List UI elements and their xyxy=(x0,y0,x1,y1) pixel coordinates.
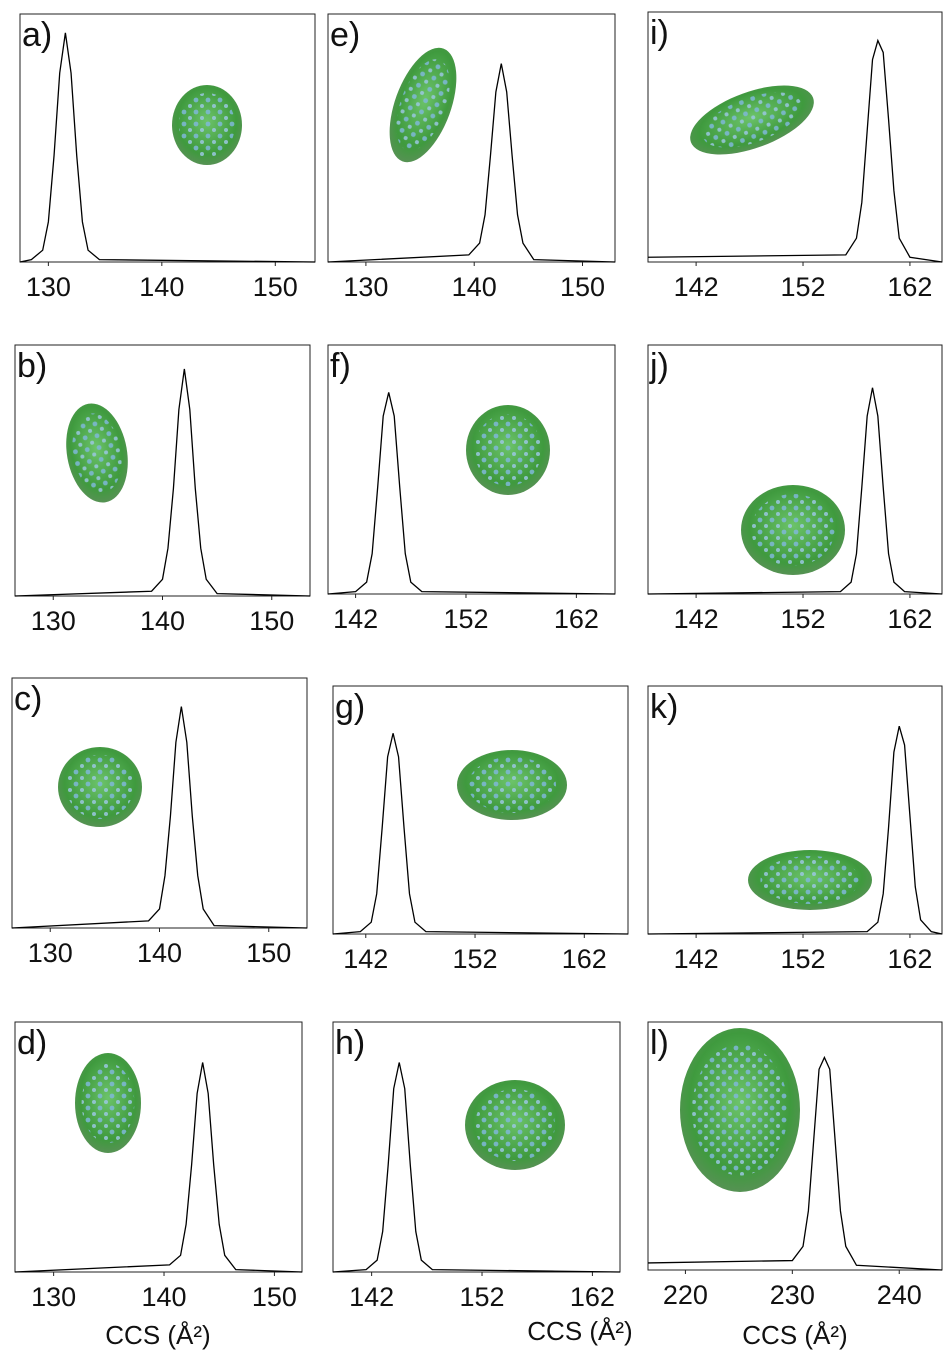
x-tick-label: 142 xyxy=(674,604,719,634)
panel-label: e) xyxy=(330,16,360,54)
x-tick-label: 152 xyxy=(459,1282,504,1312)
x-tick-label: 142 xyxy=(343,944,388,974)
x-axis-label: CCS (Å²) xyxy=(527,1316,632,1346)
panel-frame xyxy=(15,345,310,596)
x-tick-label: 162 xyxy=(570,1282,615,1312)
x-tick-label: 150 xyxy=(252,1282,297,1312)
panel-label: b) xyxy=(17,347,47,385)
molecule-atoms xyxy=(692,1044,788,1175)
x-tick-label: 150 xyxy=(249,606,294,636)
panel-label: g) xyxy=(335,688,365,726)
panel-label: c) xyxy=(14,680,42,718)
x-tick-label: 140 xyxy=(140,606,185,636)
x-tick-label: 162 xyxy=(887,604,932,634)
panel-frame xyxy=(15,1022,302,1272)
panel-label: l) xyxy=(650,1024,669,1062)
molecule-atoms xyxy=(179,93,235,157)
panel-label: h) xyxy=(335,1024,365,1062)
x-tick-label: 152 xyxy=(453,944,498,974)
x-axis-label: CCS (Å²) xyxy=(742,1320,847,1350)
panel-label: k) xyxy=(650,688,678,726)
x-tick-label: 140 xyxy=(141,1282,186,1312)
x-tick-label: 130 xyxy=(343,272,388,302)
panel-label: a) xyxy=(22,16,52,54)
x-tick-label: 240 xyxy=(877,1280,922,1310)
molecule-atoms xyxy=(82,1063,135,1143)
molecule-atoms xyxy=(474,414,541,486)
x-tick-label: 140 xyxy=(139,272,184,302)
x-tick-label: 150 xyxy=(246,938,291,968)
x-tick-label: 162 xyxy=(887,272,932,302)
x-tick-label: 142 xyxy=(674,272,719,302)
panel-frame xyxy=(20,14,315,262)
x-tick-label: 150 xyxy=(560,272,605,302)
x-tick-label: 130 xyxy=(31,1282,76,1312)
panel-label: j) xyxy=(649,347,669,385)
molecule-atoms xyxy=(751,494,834,566)
x-tick-label: 150 xyxy=(253,272,298,302)
x-tick-label: 142 xyxy=(674,944,719,974)
x-tick-label: 142 xyxy=(333,604,378,634)
x-tick-label: 220 xyxy=(663,1280,708,1310)
x-tick-label: 230 xyxy=(770,1280,815,1310)
panel-label: i) xyxy=(650,14,669,52)
x-tick-label: 130 xyxy=(31,606,76,636)
x-tick-label: 162 xyxy=(887,944,932,974)
x-tick-label: 140 xyxy=(137,938,182,968)
molecule-atoms xyxy=(760,856,859,904)
panel-frame xyxy=(12,678,307,928)
x-tick-label: 152 xyxy=(780,944,825,974)
x-tick-label: 162 xyxy=(562,944,607,974)
x-tick-label: 152 xyxy=(443,604,488,634)
molecule-atoms xyxy=(475,1089,555,1161)
x-tick-label: 152 xyxy=(780,604,825,634)
x-tick-label: 140 xyxy=(452,272,497,302)
panel-label: f) xyxy=(330,347,351,385)
panel-frame xyxy=(328,14,615,262)
x-axis-label: CCS (Å²) xyxy=(105,1320,210,1350)
panel-label: d) xyxy=(17,1024,47,1062)
x-tick-label: 130 xyxy=(28,938,73,968)
x-tick-label: 142 xyxy=(349,1282,394,1312)
x-tick-label: 162 xyxy=(554,604,599,634)
figure: CCS (Å²) CCS (Å²) 130 140 150 a) 130 140 150 b)… xyxy=(0,0,946,1353)
molecule-atoms xyxy=(468,757,556,813)
molecule-atoms xyxy=(66,755,133,819)
x-tick-label: 152 xyxy=(780,272,825,302)
x-tick-label: 130 xyxy=(26,272,71,302)
